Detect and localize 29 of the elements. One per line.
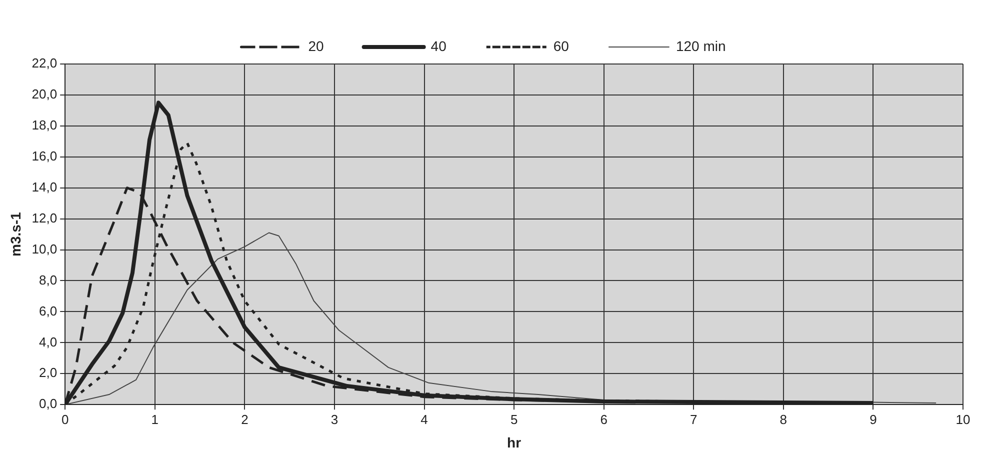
y-tick-label: 22,0 (32, 56, 58, 71)
y-tick-label: 18,0 (32, 118, 58, 133)
y-tick-label: 6,0 (39, 303, 58, 318)
y-tick-label: 16,0 (32, 148, 58, 164)
x-tick-label: 10 (956, 412, 970, 427)
y-tick-label: 12,0 (32, 210, 58, 226)
legend-label: 60 (553, 38, 570, 54)
y-tick-label: 4,0 (39, 334, 58, 350)
x-tick-label: 8 (780, 412, 788, 427)
x-axis-title: hr (507, 434, 522, 450)
x-tick-label: 6 (600, 412, 608, 427)
x-tick-label: 9 (870, 412, 877, 427)
y-tick-label: 0,0 (39, 396, 58, 412)
y-tick-label: 2,0 (39, 365, 58, 380)
legend-label: 40 (430, 38, 447, 54)
y-tick-label: 10,0 (32, 241, 58, 256)
x-tick-label: 0 (61, 412, 69, 427)
y-tick-label: 14,0 (32, 179, 58, 194)
x-tick-label: 2 (241, 412, 248, 427)
y-tick-label: 20,0 (32, 86, 58, 102)
legend-label: 120 min (676, 38, 726, 54)
y-axis-title: m3.s-1 (7, 212, 24, 256)
x-tick-label: 4 (420, 412, 428, 427)
y-tick-label: 8,0 (39, 272, 58, 288)
x-tick-label: 7 (690, 412, 698, 427)
x-tick-label: 5 (510, 412, 518, 427)
x-tick-label: 1 (151, 412, 159, 427)
legend-label: 20 (308, 38, 324, 54)
x-tick-label: 3 (330, 412, 338, 427)
